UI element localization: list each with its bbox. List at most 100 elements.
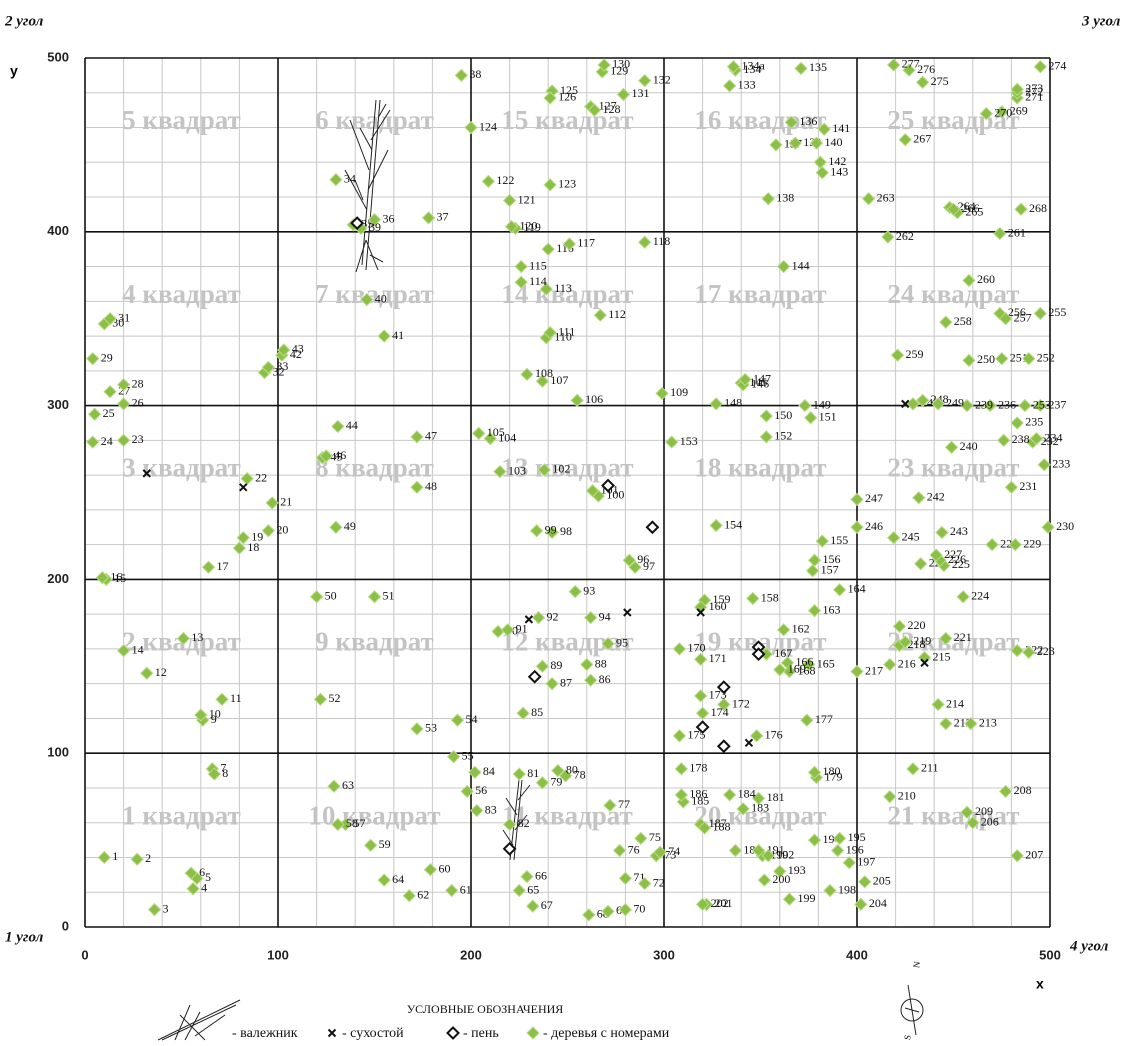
tree-marker [201, 560, 216, 574]
quadrant-label: 1 квадрат [122, 800, 241, 830]
tree-number: 225 [952, 557, 970, 571]
tree-marker [1008, 537, 1022, 552]
tree-number: 250 [977, 352, 995, 366]
tree-marker [964, 716, 978, 731]
tree-marker [842, 855, 856, 870]
tree-marker [854, 897, 868, 912]
tree-number: 3 [162, 901, 168, 915]
tree-marker [468, 765, 482, 780]
dead-tree-marker [901, 399, 910, 409]
tree-marker [931, 397, 945, 411]
tree-number: 39 [369, 220, 381, 234]
tree-marker [815, 166, 829, 180]
tree-number: 100 [606, 488, 624, 502]
tree-number: 176 [765, 728, 783, 742]
compass-n: N [911, 960, 922, 969]
tree-marker [612, 843, 627, 858]
tree-number: 164 [848, 582, 866, 596]
tree-number: 263 [877, 191, 895, 205]
legend-label: - деревья с номерами [543, 1026, 670, 1041]
tree-marker [886, 530, 901, 545]
tree-number: 142 [828, 154, 846, 168]
tree-marker [695, 706, 710, 720]
tree-marker [616, 87, 631, 102]
x-tick-label: 400 [846, 947, 868, 962]
tree-marker [695, 897, 710, 912]
tree-number: 242 [927, 489, 945, 503]
stump-marker [645, 520, 660, 535]
tree-marker [751, 843, 766, 858]
tree-marker [444, 883, 459, 898]
tree-number: 54 [465, 712, 477, 726]
tree-number: 275 [931, 74, 949, 88]
tree-number: 19 [251, 529, 263, 543]
tree-number: 219 [913, 634, 931, 648]
tree-marker [551, 763, 565, 778]
tree-number: 155 [830, 533, 848, 547]
tree-number: 108 [535, 366, 553, 380]
tree-number: 153 [680, 434, 698, 448]
tree-marker [749, 729, 764, 743]
quadrant-label: 4 квадрат [122, 279, 241, 309]
legend-marker [446, 1026, 460, 1040]
tree-marker [277, 343, 291, 357]
tree-marker [935, 525, 949, 540]
quadrant-label: 8 квадрат [315, 453, 434, 483]
tree-marker [240, 471, 254, 486]
tree-marker [583, 673, 598, 687]
tree-marker [545, 525, 559, 540]
tree-number: 141 [832, 121, 850, 135]
tree-marker [800, 713, 814, 727]
tree-marker [759, 430, 773, 444]
tree-marker [912, 491, 926, 505]
tree-number: 249 [946, 396, 964, 410]
tree-marker [946, 202, 961, 216]
tree-number: 89 [550, 658, 562, 672]
tree-number: 146 [751, 376, 769, 390]
quadrant-label: 24 квадрат [887, 279, 1019, 309]
tree-number: 218 [907, 637, 925, 651]
tree-number: 149 [813, 397, 831, 411]
tree-number: 2 [145, 851, 151, 865]
tree-number: 210 [898, 788, 916, 802]
tree-marker [520, 869, 534, 884]
tree-number: 145 [749, 375, 767, 389]
tree-number: 132 [653, 72, 671, 86]
tree-number: 257 [1014, 310, 1032, 324]
y-tick-label: 500 [47, 49, 69, 64]
tree-number: 50 [325, 589, 337, 603]
tree-marker [502, 817, 517, 832]
tree-number: 277 [902, 57, 920, 71]
tree-marker [637, 876, 652, 891]
legend-fallen-icon [157, 999, 241, 1041]
tree-number: 236 [998, 397, 1016, 411]
quadrant-label: 15 квадрат [501, 105, 633, 135]
tree-number: 1 [112, 849, 118, 863]
corner-label: 2 угол [4, 13, 44, 29]
tree-number: 136 [799, 114, 817, 128]
dead-tree-marker [623, 608, 632, 617]
tree-number: 147 [753, 371, 771, 385]
stump-marker [695, 720, 710, 735]
tree-marker [97, 850, 112, 865]
tree-marker [998, 311, 1013, 326]
tree-number: 76 [628, 842, 640, 856]
tree-number: 52 [328, 691, 340, 705]
y-axis-label: у [10, 63, 18, 79]
quadrant-label: 7 квадрат [315, 279, 434, 309]
tree-number: 227 [944, 547, 962, 561]
tree-number: 48 [425, 479, 437, 493]
tree-number: 87 [560, 675, 572, 689]
tree-number: 125 [560, 83, 578, 97]
tree-marker [1010, 416, 1024, 430]
quadrant-label: 17 квадрат [694, 279, 826, 309]
tree-marker [570, 393, 584, 408]
tree-marker [331, 419, 345, 434]
tree-number: 154 [724, 517, 742, 531]
tree-number: 22 [255, 470, 267, 484]
tree-marker [809, 136, 824, 150]
corner-label: 1 угол [5, 929, 44, 945]
tree-marker [1004, 480, 1019, 494]
tree-number: 97 [643, 559, 655, 573]
